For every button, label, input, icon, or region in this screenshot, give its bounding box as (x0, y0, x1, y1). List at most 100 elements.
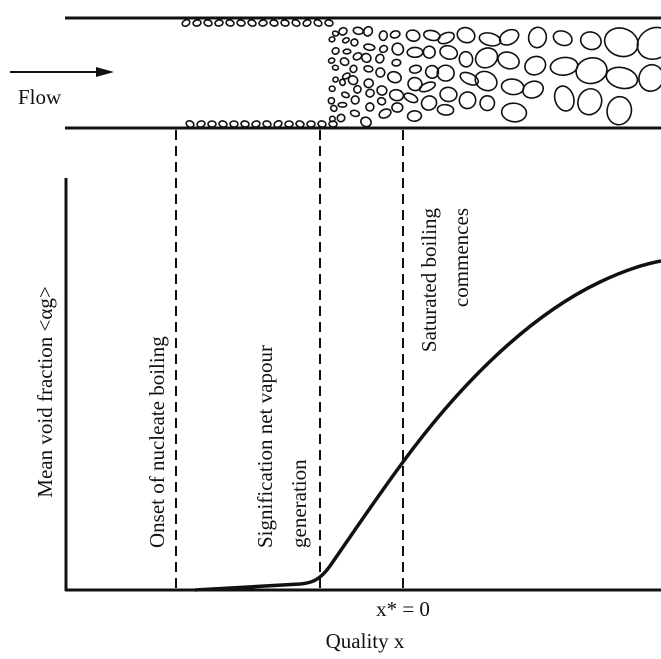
bubble (601, 24, 642, 61)
region-label: Saturated boiling (417, 208, 441, 353)
bubble (407, 110, 421, 121)
bubble (347, 74, 359, 86)
bubble (350, 38, 359, 47)
bubble (332, 77, 338, 83)
bubble (259, 20, 268, 27)
bubble (527, 26, 548, 49)
bubble (604, 64, 639, 91)
flow-label: Flow (18, 85, 62, 109)
bubble (360, 52, 372, 64)
bubble (472, 44, 501, 71)
bubble (496, 49, 522, 71)
bubble (359, 116, 372, 129)
bubble (291, 19, 301, 28)
bubble (407, 47, 423, 57)
bubble (362, 25, 374, 37)
bubble (478, 31, 502, 48)
diagram: Flow Mean void fraction <αg> Onset of nu… (0, 0, 661, 659)
bubble (439, 87, 457, 103)
bubble (338, 26, 348, 36)
bubble (349, 64, 358, 73)
bubble (386, 70, 402, 84)
bubble (406, 76, 423, 92)
bubble (313, 19, 323, 28)
bubble (437, 65, 455, 82)
bubble (332, 30, 339, 36)
bubble (364, 78, 374, 88)
bubble (501, 102, 528, 123)
bubble (457, 90, 478, 111)
bubble (366, 103, 375, 112)
region-label: commences (449, 208, 473, 307)
bubble (342, 37, 350, 44)
bubble (338, 103, 347, 108)
bubble (285, 121, 293, 127)
bubble (392, 59, 401, 66)
bubble (241, 120, 250, 127)
bubble (181, 18, 191, 27)
flow-arrowhead (96, 67, 114, 77)
bubble (339, 57, 350, 67)
bubble (403, 91, 419, 104)
bubble (379, 44, 389, 53)
bubble (343, 49, 351, 54)
bubble (330, 104, 338, 112)
bubble (225, 19, 234, 27)
bubble (269, 19, 278, 27)
x-marker-label: x* = 0 (376, 597, 430, 621)
bubble (192, 19, 201, 27)
bubble (420, 94, 439, 112)
bubble (497, 27, 521, 48)
bubble (208, 121, 216, 127)
bubble (550, 56, 579, 76)
bubble (422, 45, 437, 60)
bubble (389, 89, 404, 102)
bubble (376, 85, 388, 96)
bubble (437, 104, 454, 116)
bubble (390, 30, 401, 39)
bubble (480, 95, 495, 111)
bubble (364, 65, 374, 72)
bubble (455, 25, 477, 45)
bubble (574, 85, 606, 118)
bubbles (181, 18, 661, 128)
bubble (203, 19, 212, 27)
bubble (377, 97, 387, 106)
bubble (307, 121, 315, 127)
bubble (325, 19, 334, 26)
bubble (472, 68, 500, 95)
region-label: Signification net vapour (253, 345, 277, 548)
bubble (605, 95, 634, 127)
bubble (521, 79, 546, 101)
bubble (236, 19, 245, 26)
bubble (522, 53, 548, 78)
bubble (332, 65, 339, 71)
bubble (379, 30, 388, 40)
bubble (459, 51, 474, 67)
bubble (281, 19, 290, 26)
region-label: generation (287, 459, 311, 548)
bubble (375, 67, 386, 78)
bubble (378, 107, 392, 119)
bubble (215, 19, 224, 26)
bubble (302, 19, 312, 28)
bubble (374, 53, 385, 64)
bubble (390, 41, 405, 57)
bubble (351, 96, 359, 105)
bubble (328, 97, 335, 104)
region-label: Onset of nucleate boiling (145, 336, 169, 548)
bubble (339, 79, 346, 86)
bubble (552, 84, 578, 114)
bubble (632, 22, 661, 66)
bubble (230, 121, 238, 127)
bubble (341, 91, 350, 99)
x-axis-label: Quality x (326, 629, 405, 653)
bubble (329, 36, 336, 42)
y-axis-label: Mean void fraction <αg> (33, 286, 57, 497)
bubble (409, 64, 422, 73)
bubble (329, 116, 335, 122)
bubble (353, 27, 364, 36)
bubble (336, 113, 346, 123)
bubble (329, 86, 335, 92)
bubble (392, 103, 403, 112)
